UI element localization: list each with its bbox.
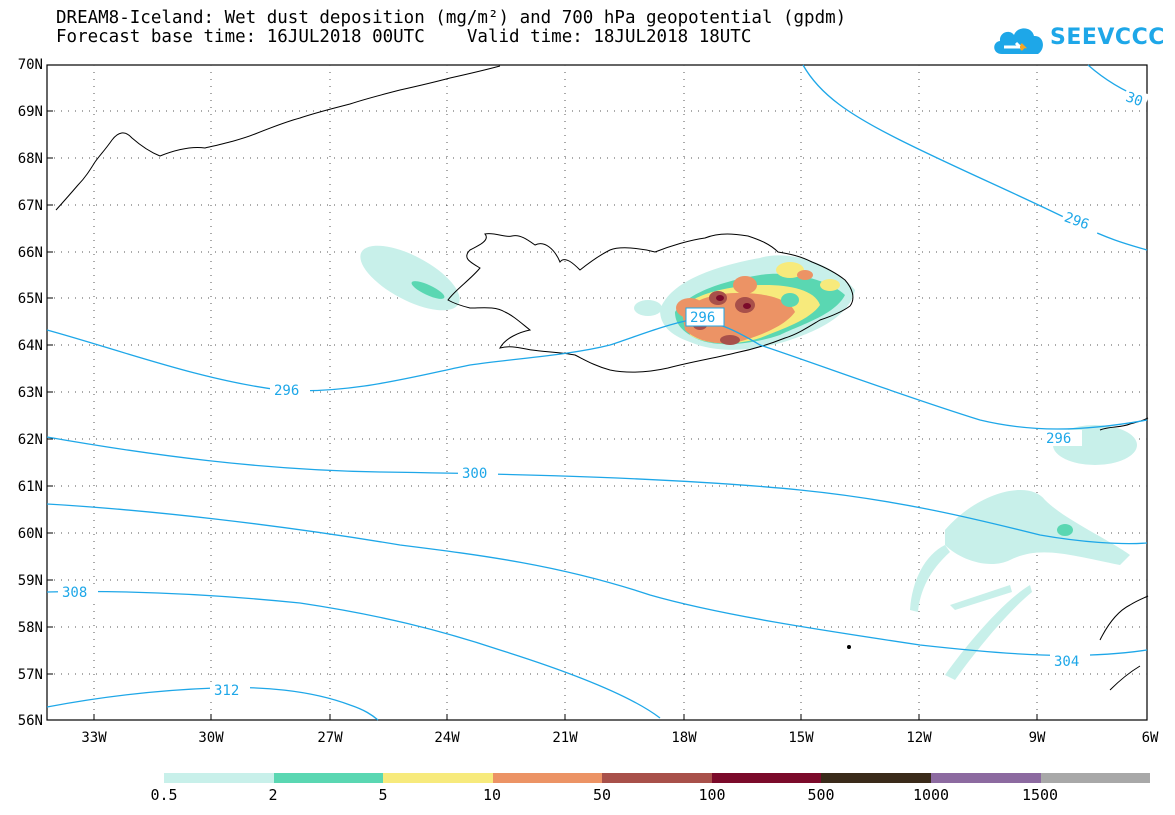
colorbar-label: 100 — [698, 786, 726, 804]
colorbar-label: 1000 — [912, 786, 950, 804]
colorbar-label: 50 — [592, 786, 612, 804]
colorbar-label: 5 — [378, 786, 388, 804]
lat-label: 68N — [18, 151, 43, 167]
colorbar-swatch — [1040, 773, 1151, 783]
lat-label: 66N — [18, 245, 43, 261]
dust-deposition-field — [360, 245, 1137, 680]
colorbar-swatch — [711, 773, 822, 783]
geopotential-contours — [46, 64, 1148, 721]
colorbar-label: 10 — [482, 786, 502, 804]
logo-text: SEEVCCC — [1050, 25, 1165, 50]
lon-label: 21W — [552, 730, 578, 746]
lat-label: 70N — [18, 57, 43, 73]
lat-label: 67N — [18, 198, 43, 214]
lon-label: 6W — [1142, 730, 1159, 746]
contour-label: 304 — [1054, 654, 1079, 670]
colorbar-swatch — [930, 773, 1041, 783]
lat-label: 60N — [18, 526, 43, 542]
contour-label: 296 — [1062, 210, 1091, 234]
colorbar-swatch — [602, 773, 712, 783]
lat-label: 62N — [18, 432, 43, 448]
lon-label: 27W — [317, 730, 343, 746]
contour-label: 308 — [62, 585, 87, 601]
colorbar-label: 500 — [807, 786, 835, 804]
lon-label: 33W — [81, 730, 107, 746]
contour-labels: 296 296 296 296 300 304 308 312 30 — [58, 86, 1150, 699]
lon-label: 15W — [788, 730, 814, 746]
lon-label: 18W — [671, 730, 697, 746]
contour-label: 296 — [690, 310, 715, 326]
colorbar-label: 0.5 — [150, 786, 178, 804]
contour-label: 296 — [1046, 431, 1071, 447]
lon-label: 12W — [906, 730, 932, 746]
lat-label: 56N — [18, 713, 43, 729]
colorbar — [164, 773, 1151, 783]
lat-label: 69N — [18, 104, 43, 120]
cloud-icon — [994, 28, 1043, 54]
lat-label: 61N — [18, 479, 43, 495]
lat-label: 59N — [18, 573, 43, 589]
colorbar-swatch — [273, 773, 384, 783]
lat-label: 57N — [18, 667, 43, 683]
contour-label: 300 — [462, 466, 487, 482]
contour-label: 30 — [1123, 89, 1144, 110]
map-frame — [46, 64, 1148, 721]
lat-label: 64N — [18, 338, 43, 354]
lat-label: 65N — [18, 291, 43, 307]
longitude-labels: 33W 30W 27W 24W 21W 18W 15W 12W 9W 6W — [81, 730, 1159, 746]
colorbar-swatch — [821, 773, 931, 783]
map-title-line2: Forecast base time: 16JUL2018 00UTC Vali… — [56, 27, 752, 47]
lon-label: 30W — [198, 730, 224, 746]
colorbar-label: 2 — [268, 786, 278, 804]
map-title-line1: DREAM8-Iceland: Wet dust deposition (mg/… — [56, 8, 847, 28]
axis-ticks — [47, 110, 1038, 720]
seevccc-logo: SEEVCCC — [990, 22, 1164, 58]
lon-label: 24W — [434, 730, 460, 746]
lon-label: 9W — [1029, 730, 1046, 746]
colorbar-swatch — [164, 773, 274, 783]
colorbar-swatch — [383, 773, 493, 783]
coastlines — [55, 65, 1149, 691]
contour-label: 296 — [274, 383, 299, 399]
grid-lines — [47, 65, 1147, 720]
contour-label: 312 — [214, 683, 239, 699]
latitude-labels: 70N 69N 68N 67N 66N 65N 64N 63N 62N 61N … — [18, 57, 43, 729]
colorbar-swatch — [492, 773, 603, 783]
lat-label: 58N — [18, 620, 43, 636]
colorbar-label: 1500 — [1021, 786, 1059, 804]
lat-label: 63N — [18, 385, 43, 401]
